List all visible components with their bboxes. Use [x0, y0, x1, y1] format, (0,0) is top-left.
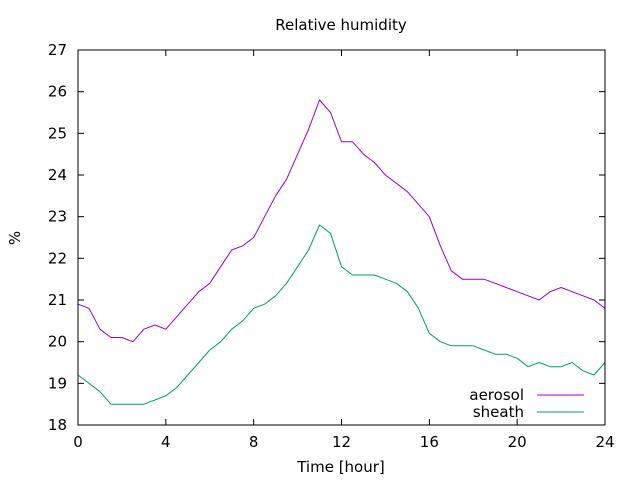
y-tick-label: 22 [48, 249, 67, 267]
y-tick-label: 23 [48, 208, 67, 226]
y-tick-label: 26 [48, 83, 67, 101]
x-axis-label: Time [hour] [296, 458, 385, 476]
x-tick-label: 16 [420, 433, 439, 451]
legend-label-sheath: sheath [473, 403, 524, 421]
x-tick-label: 24 [595, 433, 614, 451]
x-tick-label: 8 [249, 433, 259, 451]
x-tick-label: 20 [508, 433, 527, 451]
legend-label-aerosol: aerosol [469, 386, 524, 404]
axis-ticks: 0 4 8 12 16 20 24 18 19 20 21 22 23 24 25 26 27 [48, 41, 615, 451]
y-tick-label: 27 [48, 41, 67, 59]
chart-title: Relative humidity [275, 16, 407, 34]
x-tick-label: 0 [73, 433, 83, 451]
plot-frame [77, 49, 606, 426]
y-tick-label: 19 [48, 374, 67, 392]
y-tick-label: 25 [48, 124, 67, 142]
y-tick-label: 20 [48, 333, 67, 351]
y-tick-label: 21 [48, 291, 67, 309]
x-tick-label: 4 [161, 433, 171, 451]
series-line-aerosol [77, 99, 606, 343]
y-axis-label: % [6, 231, 24, 245]
y-tick-label: 18 [48, 416, 67, 434]
series-layer [77, 99, 606, 405]
y-tick-label: 24 [48, 166, 67, 184]
x-tick-label: 12 [332, 433, 351, 451]
series-line-sheath [77, 224, 606, 405]
